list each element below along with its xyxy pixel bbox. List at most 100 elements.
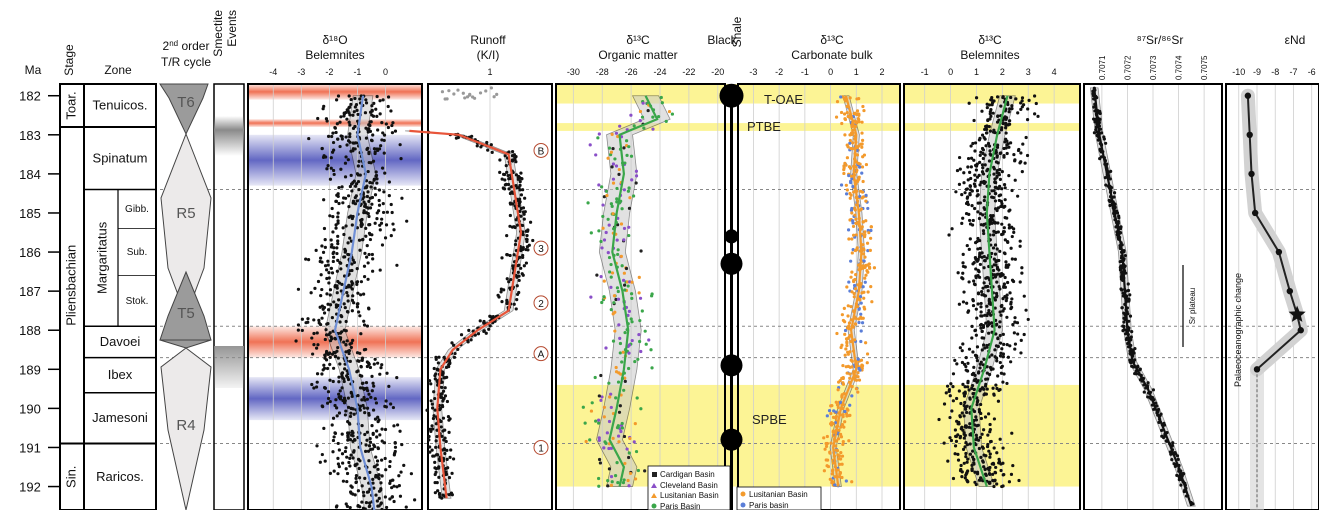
d13c_belemnites-point [978,362,982,366]
legend-carb-paris: Paris basin [749,501,789,510]
d13c_carbonate_bulk-point [869,228,873,233]
d18o_belemnites-point [369,395,373,399]
d13c_carbonate_bulk-point [841,442,845,446]
d13c_organic_matter-point [650,292,654,296]
d18o_belemnites-point [365,406,370,410]
d13c_belemnites-point [984,321,988,325]
d18o_belemnites-point [315,331,319,335]
d18o_belemnites-point [384,122,388,126]
d18o_belemnites-point [353,105,357,109]
d18o_belemnites-point [377,147,382,151]
d18o_belemnites-point [324,358,329,362]
d13c_organic_matter-point [634,181,638,185]
d13c_belemnites-point [982,254,986,259]
d13c_belemnites-point [951,384,955,389]
d18o_belemnites-point [331,379,335,384]
d13c_belemnites-point [985,387,989,391]
runoff_kaolinite_illite-point [516,270,520,274]
d13c_organic_matter-point [625,447,629,451]
d18o_belemnites-point [373,150,377,154]
d13c_carbonate_bulk-point [848,191,852,196]
d18o_belemnites-point [354,141,358,145]
smectite-event-1 [214,116,244,156]
runoff_kaolinite_illite-point [514,307,518,311]
d13c_carbonate_bulk-point [856,357,860,361]
d18o_belemnites-point [342,114,346,118]
d13c_organic_matter-point [632,124,636,128]
d13c_carbonate_bulk-point [853,111,857,115]
runoff_kaolinite_illite-point [507,187,511,191]
d13c_belemnites-point [992,393,996,397]
legend-org-swatch-cardigan [652,472,657,477]
d18o_belemnites-point [335,291,339,295]
runoff_kaolinite_illite-point [514,239,518,243]
d13c_belemnites-point [947,233,951,237]
d13c_belemnites-point [1001,380,1005,384]
d13c_carbonate_bulk-frame [737,83,901,510]
d13c_belemnites-point [982,181,987,185]
d18o_belemnites-point [355,282,359,287]
runoff_kaolinite_illite-point [499,290,503,294]
d13c_organic_matter-point [624,139,629,143]
d13c_belemnites-point [968,397,972,401]
d18o_belemnites-point [336,472,340,476]
runoff-gray-point [443,97,447,101]
d13c_organic_matter-point [642,126,646,130]
runoff_kaolinite_illite-point [518,188,522,192]
legend-carb-lusitanian: Lusitanian Basin [749,490,808,499]
d18o_belemnites-point [364,500,369,505]
d13c_organic_matter-point [664,119,668,123]
d13c_carbonate_bulk-point [859,339,863,344]
d18o_belemnites-point [340,432,344,436]
d18o_belemnites-point [338,362,342,366]
d13c_belemnites-point [968,422,972,426]
d18o_belemnites-point [363,432,367,437]
d18o_belemnites-point [375,459,380,463]
d18o_belemnites-point [366,146,370,150]
d18o_belemnites-point [389,202,393,207]
d18o_belemnites-point [370,104,374,108]
d13c_belemnites-point [950,227,954,231]
d13c_carbonate_bulk-point [860,171,864,175]
d13c_belemnites-point [964,356,968,360]
sr_87_86-point [1170,443,1175,448]
d18o_belemnites-point [347,94,351,98]
d13c_belemnites-point [991,386,995,390]
runoff_kaolinite_illite-point [459,333,464,337]
d18o_belemnites-point [343,367,347,371]
d13c_carbonate_bulk-point [846,364,850,368]
d18o_belemnites-point [350,262,354,266]
d13c_organic_matter-point [622,434,627,439]
d18o_belemnites-point [376,467,380,471]
tr-label-t5: T5 [177,305,195,322]
runoff_kaolinite_illite-point [508,201,512,205]
d18o_belemnites-point [363,507,367,510]
runoff_kaolinite_illite-point [441,399,445,403]
d18o_belemnites-point [351,294,355,298]
runoff_kaolinite_illite-point [434,445,438,449]
d18o_belemnites-point [335,284,339,288]
runoff_kaolinite_illite-point [433,408,437,412]
d13c_organic_matter-point [609,262,613,267]
d13c_belemnites-point [965,200,970,204]
runoff_kaolinite_illite-point [440,385,444,390]
d13c_belemnites-point [950,409,954,413]
d13c_belemnites-point [959,463,963,468]
d13c_carbonate_bulk-point [844,192,849,196]
d18o_belemnites-point [317,321,321,325]
d13c_belemnites-point [985,131,989,135]
d13c_organic_matter-point [610,165,614,169]
d13c_carbonate_bulk-point [865,263,870,267]
runoff_kaolinite_illite-point [476,332,481,336]
runoff_kaolinite_illite-frame [427,83,553,510]
d18o_belemnites-point [312,318,316,322]
legend-org-swatch-lusitanian [651,493,657,498]
d18o_belemnites-point [372,177,376,181]
d13c_carbonate_bulk-point [852,283,857,288]
d13c_belemnites-point [980,109,984,113]
d13c_organic_matter-point [588,143,592,147]
d18o_belemnites-point [405,219,409,223]
d13c_organic_matter-point [586,201,590,205]
d13c_organic_matter-x-tick-5: -20 [711,67,724,77]
d13c_organic_matter-point [596,136,600,140]
